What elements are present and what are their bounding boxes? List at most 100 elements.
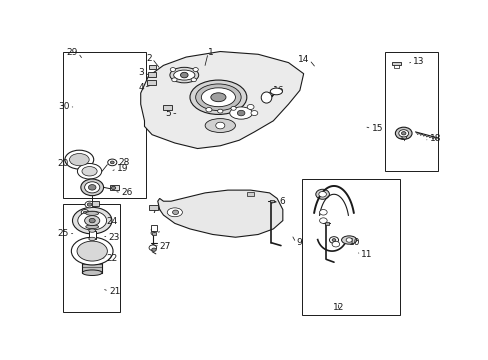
Text: 20: 20 (57, 159, 68, 168)
Circle shape (172, 210, 178, 215)
Polygon shape (246, 192, 254, 195)
Polygon shape (141, 51, 303, 149)
Text: 3: 3 (138, 68, 143, 77)
Ellipse shape (89, 229, 96, 232)
Ellipse shape (270, 88, 282, 95)
Bar (385, 51, 437, 171)
Bar (163, 105, 171, 110)
Text: 26: 26 (121, 188, 132, 197)
Ellipse shape (169, 67, 198, 83)
Circle shape (87, 203, 92, 206)
Bar (391, 62, 400, 66)
Circle shape (398, 130, 408, 137)
Circle shape (395, 127, 411, 139)
Bar (324, 222, 328, 225)
Ellipse shape (85, 225, 99, 229)
Circle shape (151, 248, 156, 251)
Text: 9: 9 (296, 238, 301, 247)
Bar (148, 72, 156, 77)
Ellipse shape (65, 150, 94, 169)
Bar (85, 213, 99, 227)
Text: 21: 21 (109, 287, 120, 296)
Bar (63, 204, 120, 312)
Circle shape (107, 159, 117, 166)
Circle shape (346, 238, 351, 242)
Text: 5: 5 (165, 109, 171, 118)
Circle shape (110, 161, 114, 164)
Ellipse shape (210, 93, 225, 102)
Ellipse shape (89, 237, 96, 240)
Text: 28: 28 (119, 158, 130, 167)
Text: 19: 19 (117, 164, 128, 173)
Text: 23: 23 (108, 233, 120, 242)
Text: 24: 24 (106, 217, 118, 226)
Circle shape (315, 189, 329, 199)
Circle shape (180, 72, 188, 78)
Text: 11: 11 (361, 250, 372, 259)
Ellipse shape (167, 208, 182, 217)
Circle shape (191, 78, 196, 82)
Text: 8: 8 (149, 228, 155, 237)
Ellipse shape (341, 236, 356, 244)
Bar (149, 205, 158, 210)
Text: 10: 10 (348, 238, 360, 247)
Circle shape (84, 182, 100, 193)
Ellipse shape (84, 216, 100, 226)
Circle shape (230, 107, 236, 110)
Text: 16: 16 (272, 86, 284, 95)
Text: 14: 14 (297, 55, 309, 64)
Text: 18: 18 (428, 134, 440, 143)
Circle shape (401, 132, 405, 135)
Ellipse shape (82, 270, 102, 275)
Circle shape (329, 237, 338, 243)
Ellipse shape (261, 92, 271, 103)
Ellipse shape (71, 237, 113, 265)
Circle shape (83, 211, 86, 213)
Text: 25: 25 (57, 229, 68, 238)
Bar (149, 65, 156, 69)
Circle shape (250, 111, 257, 116)
Ellipse shape (229, 107, 252, 119)
Ellipse shape (69, 153, 89, 166)
Text: 2: 2 (146, 54, 152, 63)
Text: 4: 4 (138, 83, 143, 92)
Bar (393, 66, 398, 68)
Circle shape (205, 108, 211, 112)
Bar (269, 199, 274, 202)
Text: 29: 29 (67, 48, 78, 57)
Bar (109, 185, 119, 190)
Text: 13: 13 (412, 57, 424, 66)
Circle shape (111, 186, 116, 190)
Circle shape (88, 185, 96, 190)
Ellipse shape (82, 167, 97, 176)
Text: 30: 30 (58, 103, 69, 112)
Ellipse shape (85, 211, 99, 215)
Ellipse shape (201, 88, 235, 107)
Bar (92, 201, 99, 206)
Bar (89, 231, 96, 239)
Ellipse shape (205, 118, 235, 132)
Circle shape (215, 122, 224, 129)
Bar (152, 232, 156, 235)
Circle shape (149, 245, 156, 251)
Ellipse shape (72, 207, 112, 234)
Circle shape (319, 218, 326, 223)
Bar (146, 80, 156, 85)
Circle shape (171, 78, 177, 82)
Text: 1: 1 (208, 48, 213, 57)
Text: 27: 27 (159, 242, 171, 251)
Circle shape (331, 239, 335, 242)
Ellipse shape (82, 243, 102, 248)
Text: 22: 22 (106, 255, 118, 264)
Circle shape (247, 104, 253, 109)
Circle shape (237, 110, 244, 116)
Circle shape (319, 210, 326, 215)
Circle shape (193, 68, 198, 72)
Circle shape (217, 109, 223, 113)
Circle shape (170, 68, 175, 72)
Text: 7: 7 (151, 206, 157, 215)
Circle shape (85, 201, 94, 208)
Circle shape (81, 210, 89, 215)
Ellipse shape (195, 84, 241, 111)
Bar (151, 225, 157, 231)
